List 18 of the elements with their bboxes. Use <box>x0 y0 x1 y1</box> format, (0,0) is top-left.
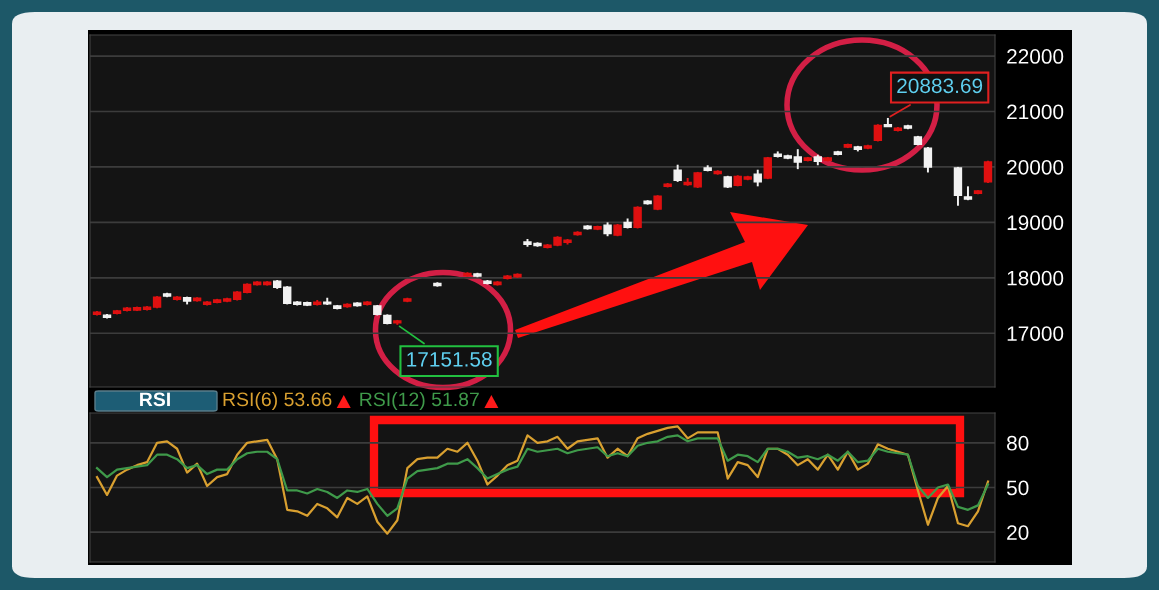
line-series <box>95 425 990 535</box>
y-tick-label: 19000 <box>1007 215 1064 231</box>
y-tick-label: 50 <box>1006 480 1029 496</box>
y-tick-label: 21000 <box>1007 104 1064 120</box>
y-tick-label: 80 <box>1007 435 1029 451</box>
candlestick <box>793 148 802 171</box>
y-tick-label: 17000 <box>1007 326 1064 341</box>
y-tick-label: 20 <box>1007 525 1029 540</box>
line-series <box>95 434 990 517</box>
annotation: 20883.69 <box>897 78 983 94</box>
y-tick-label: 22000 <box>1007 49 1064 64</box>
candlestick <box>923 146 933 174</box>
chart-title: RSI <box>140 392 170 407</box>
y-tick-label: 20000 <box>1007 159 1064 175</box>
y-tick-label: 18000 <box>1007 270 1064 286</box>
annotation: 17151.58 <box>407 351 492 367</box>
text: RSI(6) 53.66 <box>223 391 332 411</box>
text: RSI(12) 51.87 <box>360 391 479 411</box>
